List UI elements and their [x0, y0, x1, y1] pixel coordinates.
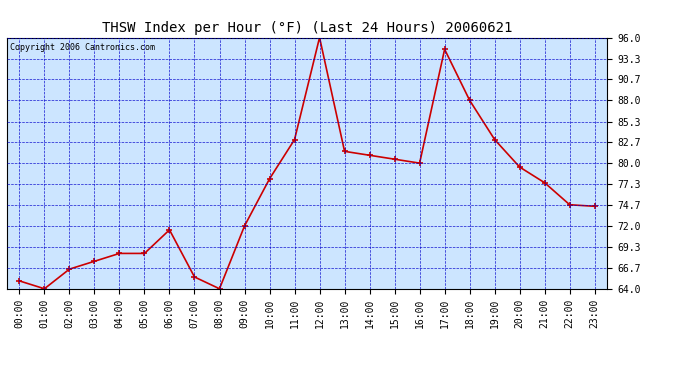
- Title: THSW Index per Hour (°F) (Last 24 Hours) 20060621: THSW Index per Hour (°F) (Last 24 Hours)…: [102, 21, 512, 35]
- Text: Copyright 2006 Cantronics.com: Copyright 2006 Cantronics.com: [10, 42, 155, 51]
